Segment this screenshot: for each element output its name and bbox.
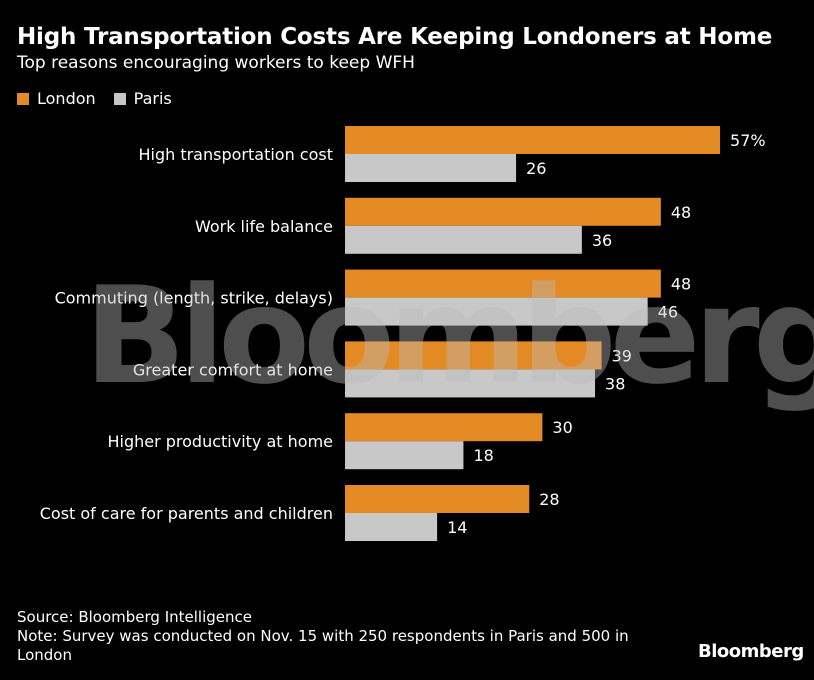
bar-paris-high-transportation-cost — [345, 154, 517, 182]
value-label-london-work-life-balance: 48 — [671, 203, 691, 222]
bar-london-cost-of-care-for-parents-and-children — [345, 485, 530, 513]
legend: London Paris — [17, 89, 190, 108]
bar-paris-higher-productivity-at-home — [345, 441, 464, 470]
bar-paris-greater-comfort-at-home — [345, 369, 596, 398]
value-label-paris-work-life-balance: 36 — [592, 231, 612, 250]
value-label-london-cost-of-care-for-parents-and-children: 28 — [539, 490, 559, 509]
bar-chart: High transportation cost 57% 26 Work life b… — [40, 126, 766, 541]
value-label-london-greater-comfort-at-home: 39 — [612, 346, 632, 365]
value-label-paris-high-transportation-cost: 26 — [526, 159, 546, 178]
category-label-high-transportation-cost: High transportation cost — [138, 145, 333, 164]
bar-paris-commuting-length-strike-delays — [345, 297, 648, 326]
legend-label-paris: Paris — [133, 89, 172, 108]
legend-swatch-paris — [113, 92, 126, 105]
bar-london-work-life-balance — [345, 197, 661, 226]
legend-label-london: London — [37, 89, 96, 108]
bar-london-high-transportation-cost — [345, 126, 721, 154]
legend-item-london: London — [17, 89, 96, 108]
category-label-commuting-length-strike-delays: Commuting (length, strike, delays) — [55, 289, 333, 308]
legend-swatch-london — [17, 92, 29, 105]
bar-london-higher-productivity-at-home — [345, 413, 543, 442]
legend-item-paris: Paris — [113, 89, 172, 108]
value-label-paris-greater-comfort-at-home: 38 — [605, 374, 625, 393]
footer-source: Source: Bloomberg Intelligence — [17, 608, 252, 626]
value-label-london-commuting-length-strike-delays: 48 — [671, 275, 691, 294]
bar-paris-cost-of-care-for-parents-and-children — [345, 513, 438, 541]
value-label-london-higher-productivity-at-home: 30 — [552, 418, 572, 437]
category-label-higher-productivity-at-home: Higher productivity at home — [107, 432, 333, 451]
value-label-london-high-transportation-cost: 57% — [730, 131, 766, 150]
chart-title: High Transportation Costs Are Keeping Lo… — [17, 24, 773, 50]
category-label-greater-comfort-at-home: Greater comfort at home — [133, 360, 333, 379]
bar-london-greater-comfort-at-home — [345, 341, 602, 370]
category-label-cost-of-care-for-parents-and-children: Cost of care for parents and children — [40, 504, 333, 523]
value-label-paris-commuting-length-strike-delays: 46 — [658, 303, 678, 322]
bar-london-commuting-length-strike-delays — [345, 269, 661, 298]
chart-subtitle: Top reasons encouraging workers to keep … — [17, 53, 415, 73]
category-label-work-life-balance: Work life balance — [195, 217, 333, 236]
footer-note: Note: Survey was conducted on Nov. 15 wi… — [17, 627, 629, 664]
value-label-paris-cost-of-care-for-parents-and-children: 14 — [447, 518, 467, 537]
value-label-paris-higher-productivity-at-home: 18 — [473, 446, 493, 465]
bloomberg-logo: Bloomberg — [698, 641, 804, 662]
bar-paris-work-life-balance — [345, 225, 582, 254]
